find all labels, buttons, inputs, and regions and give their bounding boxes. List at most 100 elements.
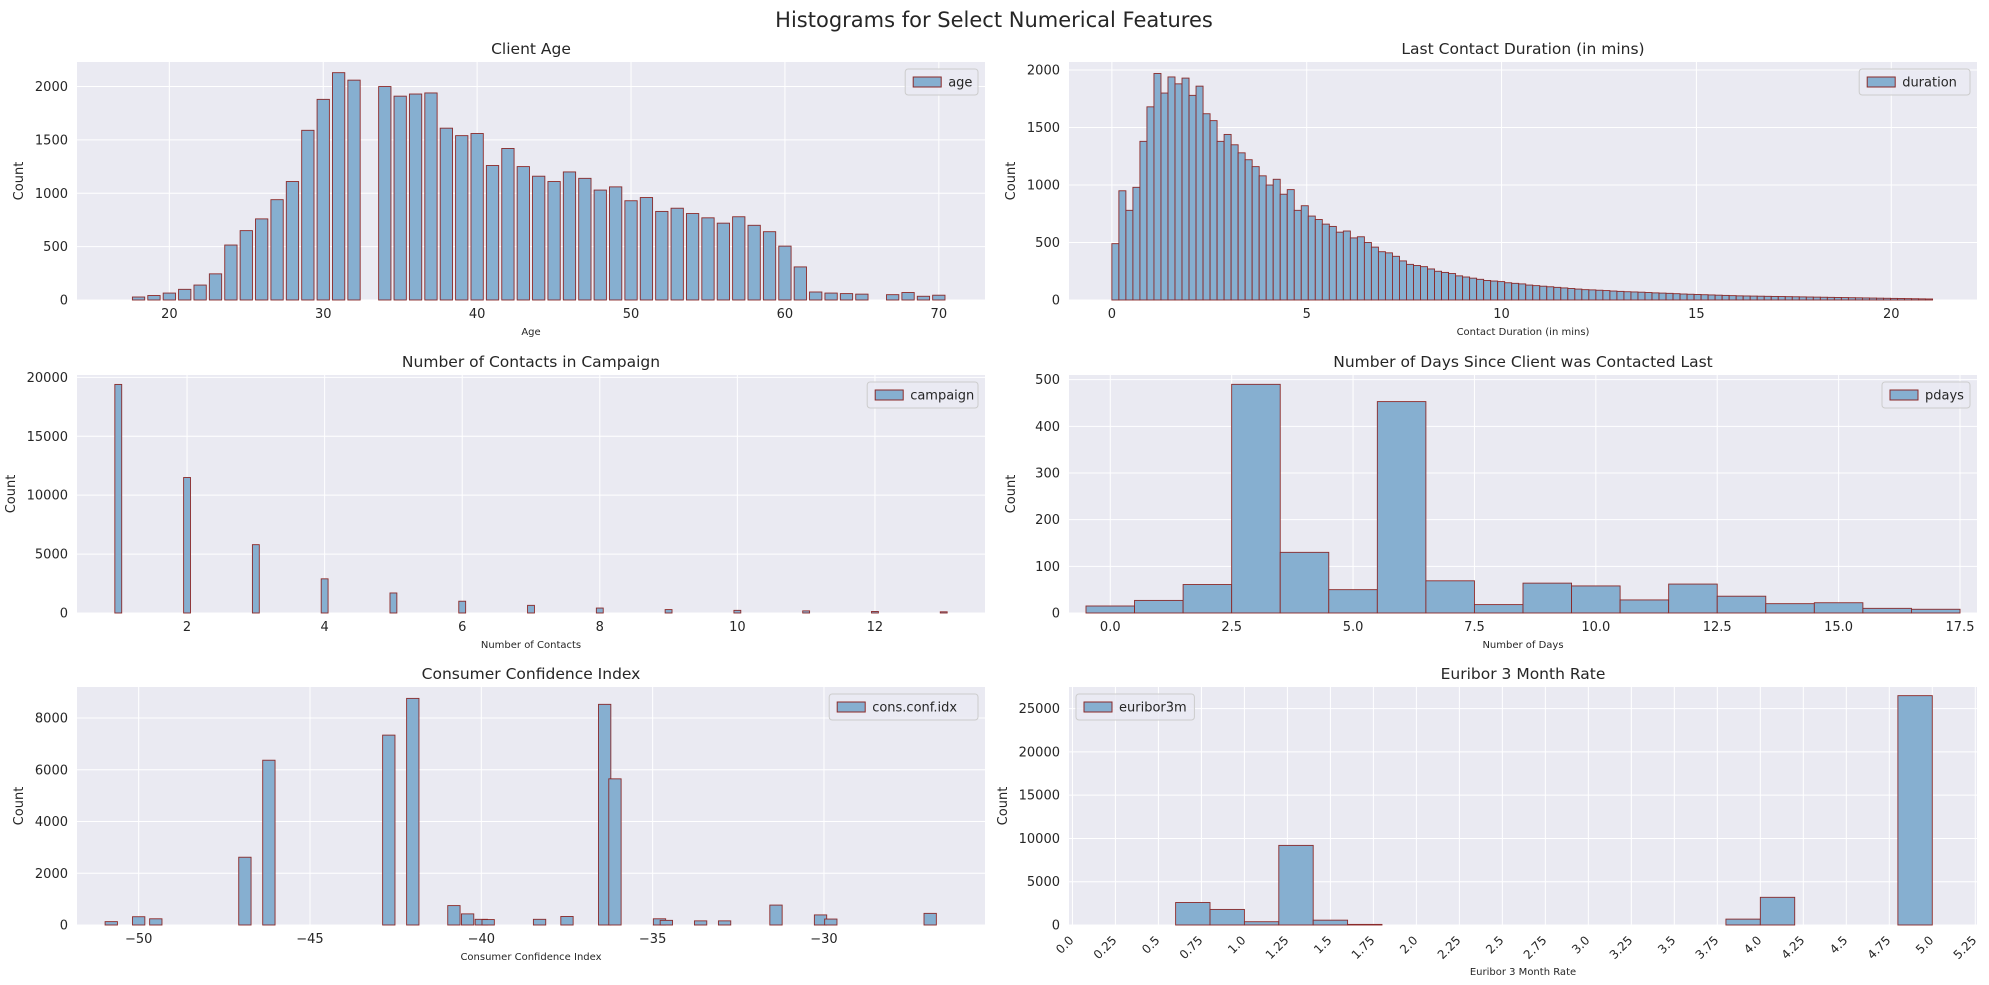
- x-tick-label: 3.75: [1693, 933, 1722, 962]
- x-tick-label: 2: [183, 620, 191, 635]
- y-tick-label: 0: [1052, 607, 1060, 622]
- histogram-bar: [769, 904, 783, 926]
- histogram-bar: [238, 856, 252, 926]
- histogram-bar: [262, 759, 276, 926]
- histogram-bar: [1571, 585, 1621, 614]
- x-tick-label: 50: [623, 307, 640, 322]
- histogram-bar: [1854, 297, 1863, 301]
- x-tick-label: 20: [1883, 307, 1900, 322]
- histogram-bar: [608, 778, 622, 926]
- histogram-bar: [1216, 140, 1225, 301]
- legend-swatch: [874, 389, 904, 401]
- histogram-bar: [1476, 278, 1485, 301]
- histogram-bar: [1897, 298, 1905, 301]
- x-tick-label: 0: [1108, 307, 1116, 322]
- histogram-bar: [1376, 401, 1427, 614]
- histogram-bar: [1602, 290, 1611, 301]
- histogram-bar: [1473, 604, 1524, 614]
- y-tick-label: 100: [1035, 560, 1060, 575]
- y-tick-label: 15000: [27, 430, 68, 445]
- x-tick-label: 5: [1303, 307, 1311, 322]
- histogram-bar: [460, 913, 475, 926]
- chart-title: Number of Days Since Client was Contacte…: [1333, 353, 1713, 371]
- x-tick-label: −40: [468, 932, 495, 947]
- x-tick-label: 12: [867, 620, 884, 635]
- y-tick-label: 1000: [35, 187, 68, 202]
- legend-label: pdays: [1925, 389, 1964, 404]
- y-tick-label: 0: [1052, 919, 1060, 934]
- y-tick-label: 500: [1035, 373, 1060, 388]
- x-tick-label: 2.5: [1483, 933, 1506, 956]
- x-tick-label: −35: [639, 932, 666, 947]
- histogram-bar: [1111, 243, 1120, 301]
- histogram-bar: [1427, 268, 1435, 301]
- y-tick-label: 0: [60, 607, 68, 622]
- y-tick-label: 5000: [35, 548, 68, 563]
- x-tick-label: 5.0: [1343, 620, 1364, 635]
- plot-area: [1069, 375, 1977, 613]
- chart-panel: 0 500 1000 1500 2000 0 5 10 15 20 Last Contact Dur…: [1004, 40, 1977, 338]
- x-tick-label: 30: [315, 307, 332, 322]
- legend-label: euribor3m: [1119, 701, 1187, 716]
- histogram-bar: [178, 288, 192, 301]
- histogram-bar: [1490, 280, 1499, 301]
- histogram-bar: [1725, 918, 1761, 926]
- histogram-bar: [532, 918, 547, 926]
- histogram-bar: [1637, 291, 1646, 301]
- histogram-bar: [1174, 83, 1183, 301]
- plot-area: [77, 687, 985, 925]
- histogram-bar: [1209, 908, 1245, 926]
- histogram-bar: [162, 292, 176, 301]
- histogram-bar: [1897, 695, 1933, 926]
- chart-panel: 0 2000 4000 6000 8000 −50 −45 −40 −35 −30 Consumer…: [12, 665, 985, 963]
- y-tick-label: 1500: [35, 133, 68, 148]
- histogram-bar: [1911, 298, 1919, 301]
- legend-swatch: [1866, 76, 1896, 88]
- histogram-bar: [1278, 844, 1314, 926]
- histogram-bar: [1300, 205, 1309, 301]
- histogram-bar: [1539, 285, 1548, 301]
- histogram-bar: [1209, 120, 1218, 301]
- y-tick-label: 2000: [35, 80, 68, 95]
- legend: cons.conf.idx: [828, 693, 979, 721]
- x-tick-label: 3.25: [1607, 933, 1636, 962]
- x-tick-label: 12.5: [1703, 620, 1732, 635]
- legend-swatch: [1083, 701, 1113, 713]
- histogram-bar: [1574, 288, 1583, 301]
- histogram-bar: [447, 905, 461, 926]
- histogram-bar: [1231, 383, 1281, 614]
- histogram-bar: [655, 210, 669, 301]
- x-tick-label: 10: [1493, 307, 1510, 322]
- histogram-bar: [932, 294, 946, 301]
- histogram-bar: [516, 166, 530, 301]
- histogram-bar: [485, 165, 500, 301]
- histogram-bar: [1153, 73, 1162, 301]
- histogram-bar: [1392, 255, 1400, 301]
- histogram-bar: [1735, 295, 1744, 301]
- x-tick-label: 4.0: [1741, 933, 1764, 956]
- x-axis-label: Consumer Confidence Index: [460, 952, 601, 963]
- histogram-bar: [1425, 580, 1475, 614]
- x-axis-label: Number of Contacts: [481, 640, 581, 651]
- histogram-bar: [1623, 291, 1632, 301]
- histogram-bar: [1700, 294, 1709, 301]
- y-tick-label: 5000: [1027, 875, 1060, 890]
- x-axis-label: Euribor 3 Month Rate: [1470, 967, 1576, 978]
- histogram-bar: [1132, 186, 1141, 301]
- histogram-bar: [458, 600, 467, 614]
- x-tick-label: 5.0: [1913, 933, 1936, 956]
- histogram-bar: [1728, 295, 1737, 301]
- y-axis-label: Count: [4, 475, 19, 514]
- histogram-bar: [1230, 144, 1239, 301]
- y-tick-label: 400: [1035, 420, 1060, 435]
- histogram-bar: [1342, 230, 1351, 301]
- histogram-bar: [1384, 252, 1393, 301]
- histogram-bar: [114, 383, 123, 614]
- y-tick-label: 20000: [1019, 745, 1060, 760]
- histogram-bar: [470, 133, 484, 301]
- legend: campaign: [866, 381, 979, 409]
- y-tick-label: 10000: [27, 489, 68, 504]
- histogram-bar: [717, 920, 732, 926]
- histogram-bar: [1819, 296, 1828, 301]
- histogram-bar: [624, 200, 638, 301]
